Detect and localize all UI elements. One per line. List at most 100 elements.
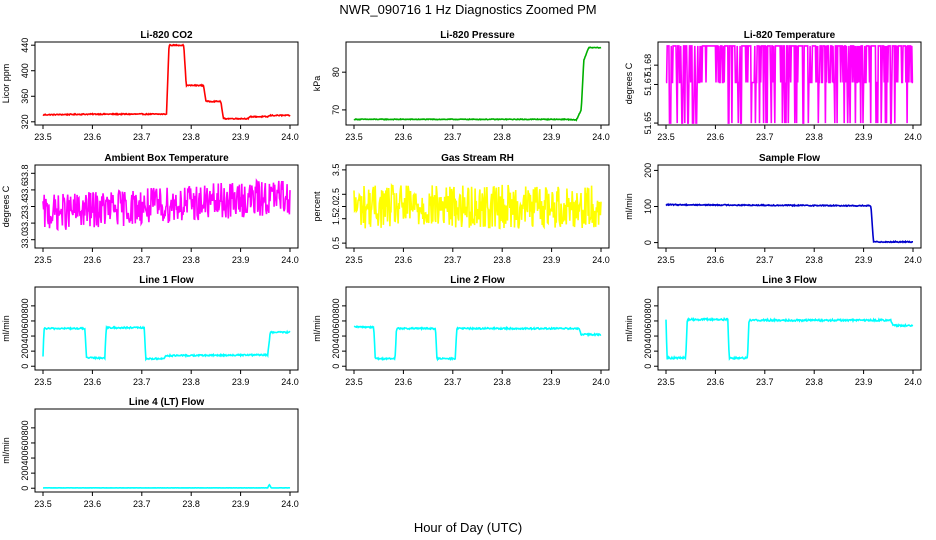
- x-tick-label: 23.5: [345, 255, 363, 265]
- x-tick-label: 23.9: [543, 255, 561, 265]
- y-tick-label: 800: [331, 298, 341, 313]
- panel-title: Sample Flow: [759, 153, 820, 164]
- x-tick-label: 23.8: [805, 255, 823, 265]
- y-tick-label: 200: [331, 344, 341, 359]
- x-tick-label: 23.9: [855, 255, 873, 265]
- y-tick-label: 600: [20, 435, 30, 450]
- y-axis-label: ml/min: [1, 437, 11, 464]
- y-tick-label: 360: [20, 89, 30, 104]
- y-tick-label: 2.0: [331, 200, 341, 213]
- x-tick-label: 23.6: [84, 255, 102, 265]
- y-tick-label: 1.5: [331, 212, 341, 225]
- plot-frame: [34, 408, 299, 493]
- chart-panel: Sample Flow ml/min 23.5 23.6 23.7 23.8 23.9 24.…: [624, 153, 922, 265]
- x-tick-label: 24.0: [592, 132, 610, 142]
- y-tick-label: 0: [20, 486, 30, 491]
- x-tick-label: 23.8: [182, 255, 200, 265]
- x-tick-label: 23.5: [345, 377, 363, 387]
- panel-title: Line 3 Flow: [762, 275, 817, 286]
- y-tick-label: 400: [643, 329, 653, 344]
- y-tick-label: 33.8: [20, 165, 30, 183]
- chart-panel: Line 3 Flow ml/min 23.5 23.6 23.7 23.8 23.9 24.…: [624, 275, 922, 387]
- x-tick-label: 23.7: [756, 377, 774, 387]
- chart-panel: Gas Stream RH percent 23.5 23.6 23.7 23.8 23.9…: [312, 153, 610, 265]
- y-tick-label: 400: [20, 329, 30, 344]
- series-line: [665, 202, 913, 244]
- x-tick-label: 23.9: [232, 377, 250, 387]
- y-tick-label: 200: [20, 466, 30, 481]
- y-tick-label: 400: [331, 329, 341, 344]
- plot-frame: [34, 41, 299, 126]
- panel-title: Li-820 CO2: [140, 30, 193, 41]
- x-tick-label: 24.0: [281, 377, 299, 387]
- x-tick-label: 23.9: [543, 132, 561, 142]
- y-tick-label: 0: [643, 364, 653, 369]
- x-tick-label: 23.8: [493, 132, 511, 142]
- chart-panel: Line 4 (LT) Flow ml/min 23.5 23.6 23.7 23.8 23…: [1, 397, 299, 509]
- y-axis-label: ml/min: [624, 193, 634, 220]
- x-tick-label: 23.5: [345, 132, 363, 142]
- y-axis-label: ml/min: [624, 315, 634, 342]
- panel-title: Line 1 Flow: [139, 275, 194, 286]
- y-tick-label: 0: [331, 364, 341, 369]
- y-tick-label: 80: [331, 67, 341, 77]
- figure-xlabel: Hour of Day (UTC): [414, 520, 522, 535]
- panel-title: Gas Stream RH: [441, 153, 514, 164]
- x-tick-label: 23.6: [707, 377, 725, 387]
- x-tick-label: 23.7: [444, 255, 462, 265]
- x-tick-label: 23.7: [133, 132, 151, 142]
- y-tick-label: 0: [20, 364, 30, 369]
- x-tick-label: 23.7: [133, 377, 151, 387]
- y-axis-label: degrees C: [1, 185, 11, 227]
- series-line: [43, 483, 291, 489]
- plot-frame: [345, 286, 610, 371]
- y-tick-label: 800: [643, 298, 653, 313]
- x-tick-label: 23.9: [543, 377, 561, 387]
- y-tick-label: 3.5: [331, 164, 341, 177]
- y-tick-label: 400: [20, 63, 30, 78]
- figure-title: NWR_090716 1 Hz Diagnostics Zoomed PM: [339, 2, 596, 17]
- x-tick-label: 24.0: [592, 377, 610, 387]
- x-tick-label: 23.5: [657, 132, 675, 142]
- chart-panel: Li-820 Temperature degrees C 23.5 23.6 23.7 2…: [624, 30, 922, 142]
- y-tick-label: 51.65: [643, 112, 653, 135]
- series-line: [353, 46, 602, 122]
- plot-frame: [657, 41, 922, 126]
- series-line: [42, 178, 291, 232]
- x-tick-label: 23.9: [855, 377, 873, 387]
- chart-panel: Line 1 Flow ml/min 23.5 23.6 23.7 23.8 23.9 24.…: [1, 275, 299, 387]
- y-axis-label: Licor ppm: [1, 64, 11, 104]
- y-tick-label: 51.67: [643, 73, 653, 96]
- panel-title: Li-820 Temperature: [744, 30, 836, 41]
- x-tick-label: 23.8: [182, 377, 200, 387]
- x-tick-label: 23.6: [84, 377, 102, 387]
- x-tick-label: 24.0: [281, 499, 299, 509]
- y-axis-label: ml/min: [1, 315, 11, 342]
- x-tick-label: 23.7: [756, 255, 774, 265]
- x-tick-label: 23.6: [84, 499, 102, 509]
- y-tick-label: 440: [20, 38, 30, 53]
- panel-title: Li-820 Pressure: [440, 30, 515, 41]
- x-tick-label: 23.6: [395, 255, 413, 265]
- x-tick-label: 23.5: [657, 255, 675, 265]
- x-tick-label: 23.7: [133, 255, 151, 265]
- y-tick-label: 600: [20, 313, 30, 328]
- y-tick-label: 70: [331, 105, 341, 115]
- chart-panel: Ambient Box Temperature degrees C 23.5 23.6…: [1, 153, 299, 265]
- x-tick-label: 23.6: [707, 132, 725, 142]
- x-tick-label: 23.7: [444, 377, 462, 387]
- x-tick-label: 23.6: [84, 132, 102, 142]
- y-tick-label: 51.68: [643, 54, 653, 77]
- series-line: [665, 316, 914, 361]
- y-tick-label: 0: [643, 240, 653, 245]
- plot-frame: [345, 41, 610, 126]
- series-line: [42, 43, 291, 121]
- x-tick-label: 23.9: [232, 499, 250, 509]
- x-tick-label: 23.7: [444, 132, 462, 142]
- y-tick-label: 600: [331, 313, 341, 328]
- y-tick-label: 0.5: [331, 237, 341, 250]
- plot-frame: [34, 286, 299, 371]
- x-tick-label: 24.0: [904, 377, 922, 387]
- x-tick-label: 24.0: [281, 255, 299, 265]
- chart-panels: Li-820 CO2 Licor ppm 23.5 23.6 23.7 23.8 23.9 2…: [1, 30, 922, 509]
